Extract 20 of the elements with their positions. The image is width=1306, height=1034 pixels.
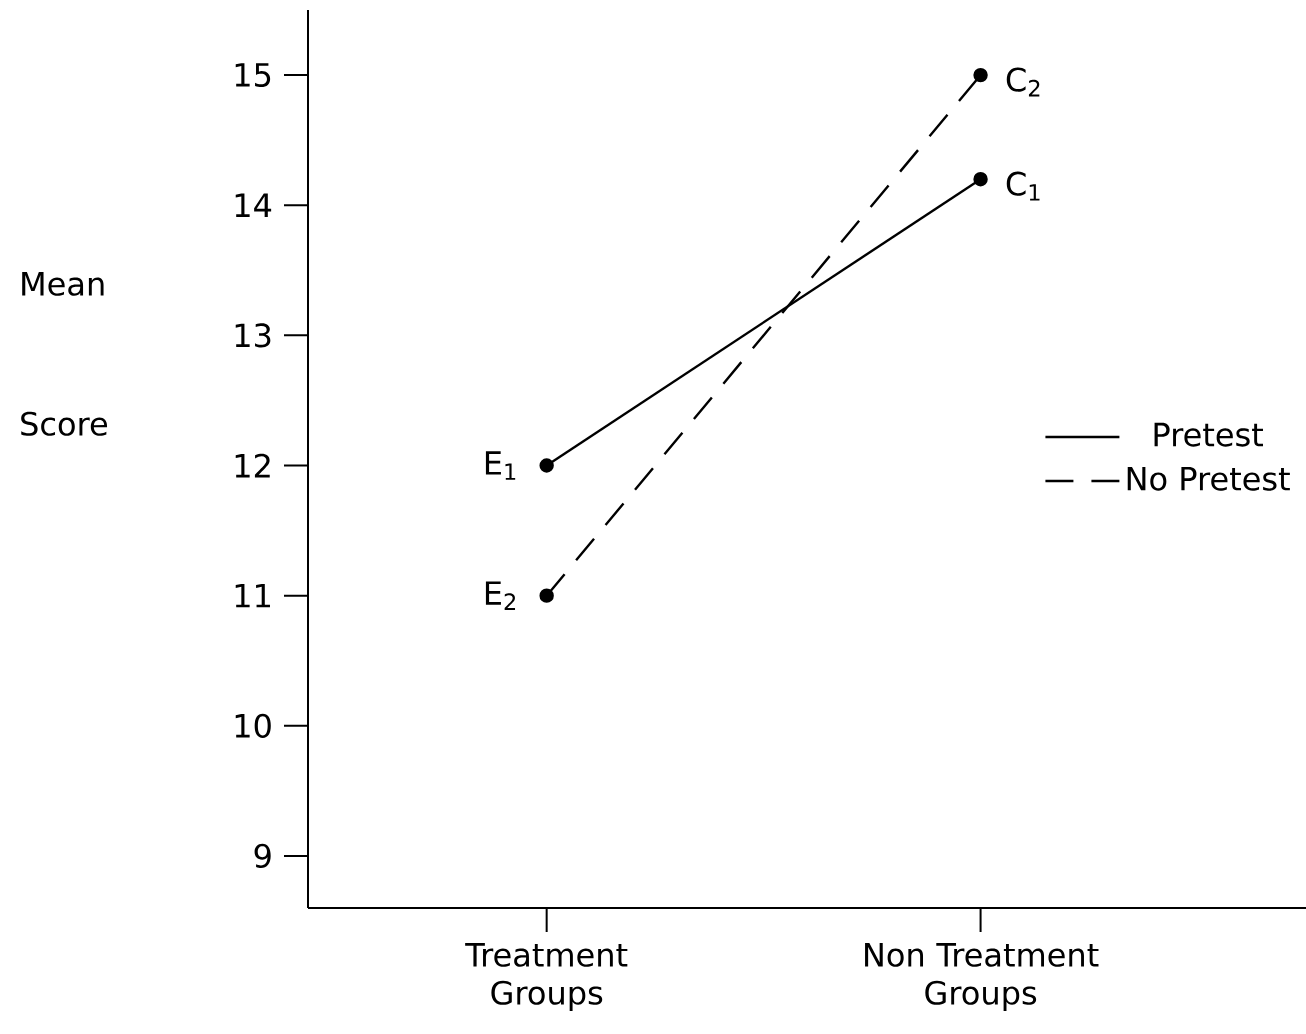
x-tick-label: Non Treatment Groups bbox=[865, 943, 1099, 1012]
y-tick-label: 10 bbox=[235, 713, 271, 738]
legend-label: No Pretest bbox=[1127, 467, 1290, 491]
annotation: E$_{2}$ bbox=[485, 581, 516, 610]
annotation: C$_{2}$ bbox=[1006, 67, 1040, 97]
y-tick-label: 15 bbox=[235, 63, 271, 87]
point bbox=[973, 172, 988, 187]
text: Mean Score bbox=[21, 272, 108, 436]
annotation: E$_{1}$ bbox=[485, 451, 516, 480]
y-tick-label: 9 bbox=[254, 843, 271, 869]
x-tick-label: Treatment Groups bbox=[465, 943, 628, 1012]
point bbox=[539, 458, 554, 473]
annotation: C$_{1}$ bbox=[1006, 171, 1040, 201]
y-tick-label: 14 bbox=[235, 193, 272, 217]
point bbox=[973, 67, 988, 83]
legend-label: Pretest bbox=[1154, 422, 1264, 447]
y-tick-label: 12 bbox=[235, 453, 270, 478]
y-tick-label: 13 bbox=[235, 323, 271, 348]
y-tick-label: 11 bbox=[235, 583, 270, 608]
point bbox=[539, 588, 554, 603]
